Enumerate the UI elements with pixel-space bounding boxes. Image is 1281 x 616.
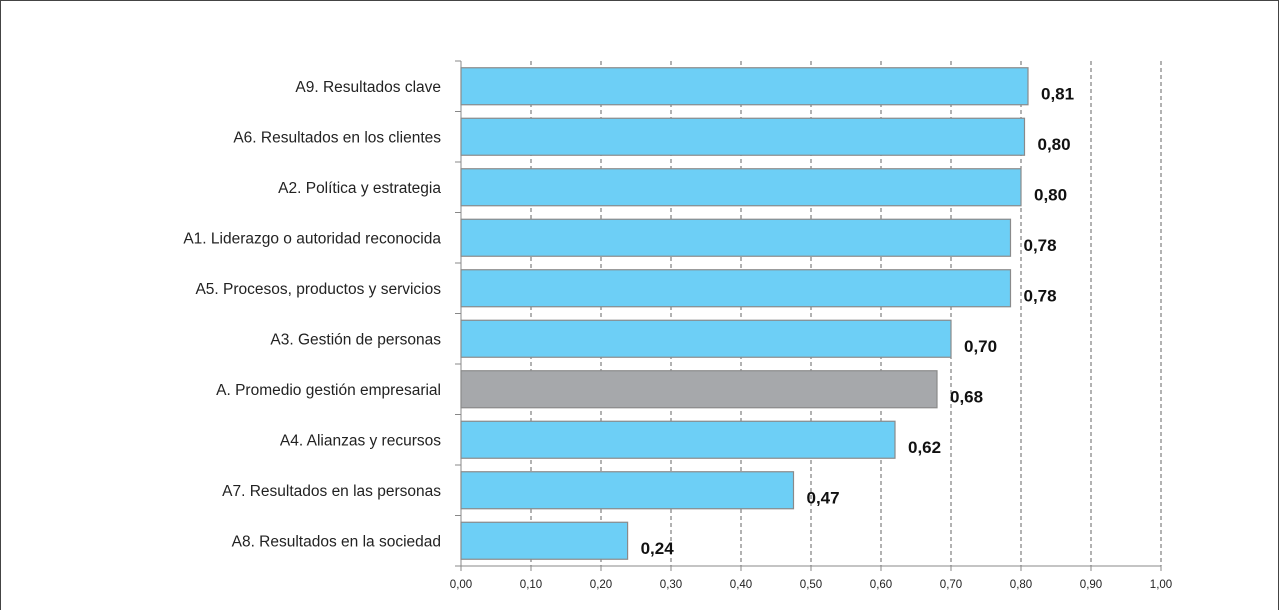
category-label: A4. Alianzas y recursos	[280, 432, 441, 449]
data-label: 0,80	[1038, 135, 1071, 154]
bar	[460, 319, 952, 358]
x-tick-label: 0,30	[660, 579, 682, 591]
x-tick-label: 0,00	[450, 579, 472, 591]
x-tick-label: 0,20	[590, 579, 612, 591]
bar	[460, 471, 795, 510]
x-tick-label: 0,80	[1010, 579, 1032, 591]
bar	[460, 521, 629, 560]
bar	[460, 168, 1022, 207]
category-label: A8. Resultados en la sociedad	[232, 533, 441, 550]
x-tick-label: 0,50	[800, 579, 822, 591]
bar	[460, 117, 1026, 156]
data-label: 0,62	[908, 438, 941, 457]
category-label: A1. Liderazgo o autoridad reconocida	[183, 230, 441, 247]
x-tick-label: 1,00	[1150, 579, 1172, 591]
bar	[460, 370, 938, 409]
x-tick-label: 0,60	[870, 579, 892, 591]
category-label: A9. Resultados clave	[295, 79, 441, 96]
data-label: 0,78	[1024, 286, 1057, 305]
bar	[460, 269, 1012, 308]
x-tick-label: 0,90	[1080, 579, 1102, 591]
x-tick-label: 0,10	[520, 579, 542, 591]
category-label: A3. Gestión de personas	[270, 331, 441, 348]
bar	[460, 67, 1029, 106]
data-label: 0,47	[807, 488, 840, 507]
data-label: 0,80	[1034, 185, 1067, 204]
category-label: A6. Resultados en los clientes	[233, 129, 441, 146]
category-label: A. Promedio gestión empresarial	[216, 382, 441, 399]
category-label: A7. Resultados en las personas	[222, 483, 441, 500]
data-label: 0,68	[950, 387, 983, 406]
data-label: 0,70	[964, 337, 997, 356]
data-label: 0,81	[1041, 84, 1074, 103]
data-label: 0,24	[641, 539, 675, 558]
x-tick-label: 0,40	[730, 579, 752, 591]
category-label: A5. Procesos, productos y servicios	[195, 281, 441, 298]
bar	[460, 218, 1012, 257]
category-label: A2. Política y estrategia	[278, 180, 441, 197]
data-label: 0,78	[1024, 236, 1057, 255]
x-tick-label: 0,70	[940, 579, 962, 591]
bar	[460, 420, 896, 459]
